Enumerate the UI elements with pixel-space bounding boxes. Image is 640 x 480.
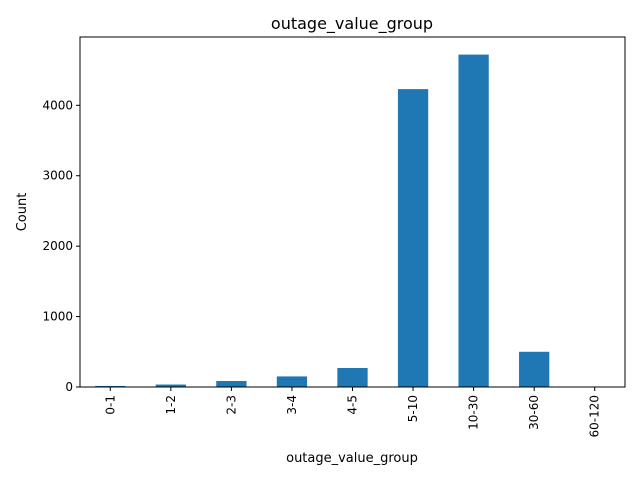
axes-frame xyxy=(79,36,626,388)
y-tick-label: 3000 xyxy=(42,169,73,183)
y-axis-label: Count xyxy=(15,193,30,232)
bar-30-60 xyxy=(519,351,550,387)
bar-3-4 xyxy=(276,376,308,387)
x-tick-label: 10-30 xyxy=(467,395,481,430)
y-axis: 0 1000 2000 3000 4000 xyxy=(42,98,80,394)
bar-4-5 xyxy=(337,367,368,387)
x-axis: 0-1 1-2 2-3 3-4 4-5 5-10 10-30 30-60 60-120 xyxy=(103,387,602,438)
bar-5-10 xyxy=(397,89,429,388)
x-tick-label: 0-1 xyxy=(103,395,117,415)
x-tick-label: 5-10 xyxy=(406,395,420,422)
bar-2-3 xyxy=(216,381,247,387)
bar-0-1 xyxy=(95,385,126,387)
x-tick-label: 3-4 xyxy=(285,395,299,415)
bars xyxy=(95,54,610,388)
plot-area xyxy=(79,36,626,388)
x-axis-label: outage_value_group xyxy=(286,451,418,466)
x-tick-label: 30-60 xyxy=(527,395,541,430)
y-tick-label: 0 xyxy=(65,380,73,394)
bar-1-2 xyxy=(155,384,186,387)
x-tick-label: 4-5 xyxy=(346,395,360,415)
chart-title: outage_value_group xyxy=(271,14,433,34)
bar-10-30 xyxy=(458,54,489,388)
x-tick-label: 1-2 xyxy=(164,395,178,415)
x-tick-label: 60-120 xyxy=(588,395,602,438)
x-tick-label: 2-3 xyxy=(224,395,238,415)
y-tick-label: 4000 xyxy=(42,98,73,112)
y-tick-label: 1000 xyxy=(42,310,73,324)
y-tick-label: 2000 xyxy=(42,239,73,253)
